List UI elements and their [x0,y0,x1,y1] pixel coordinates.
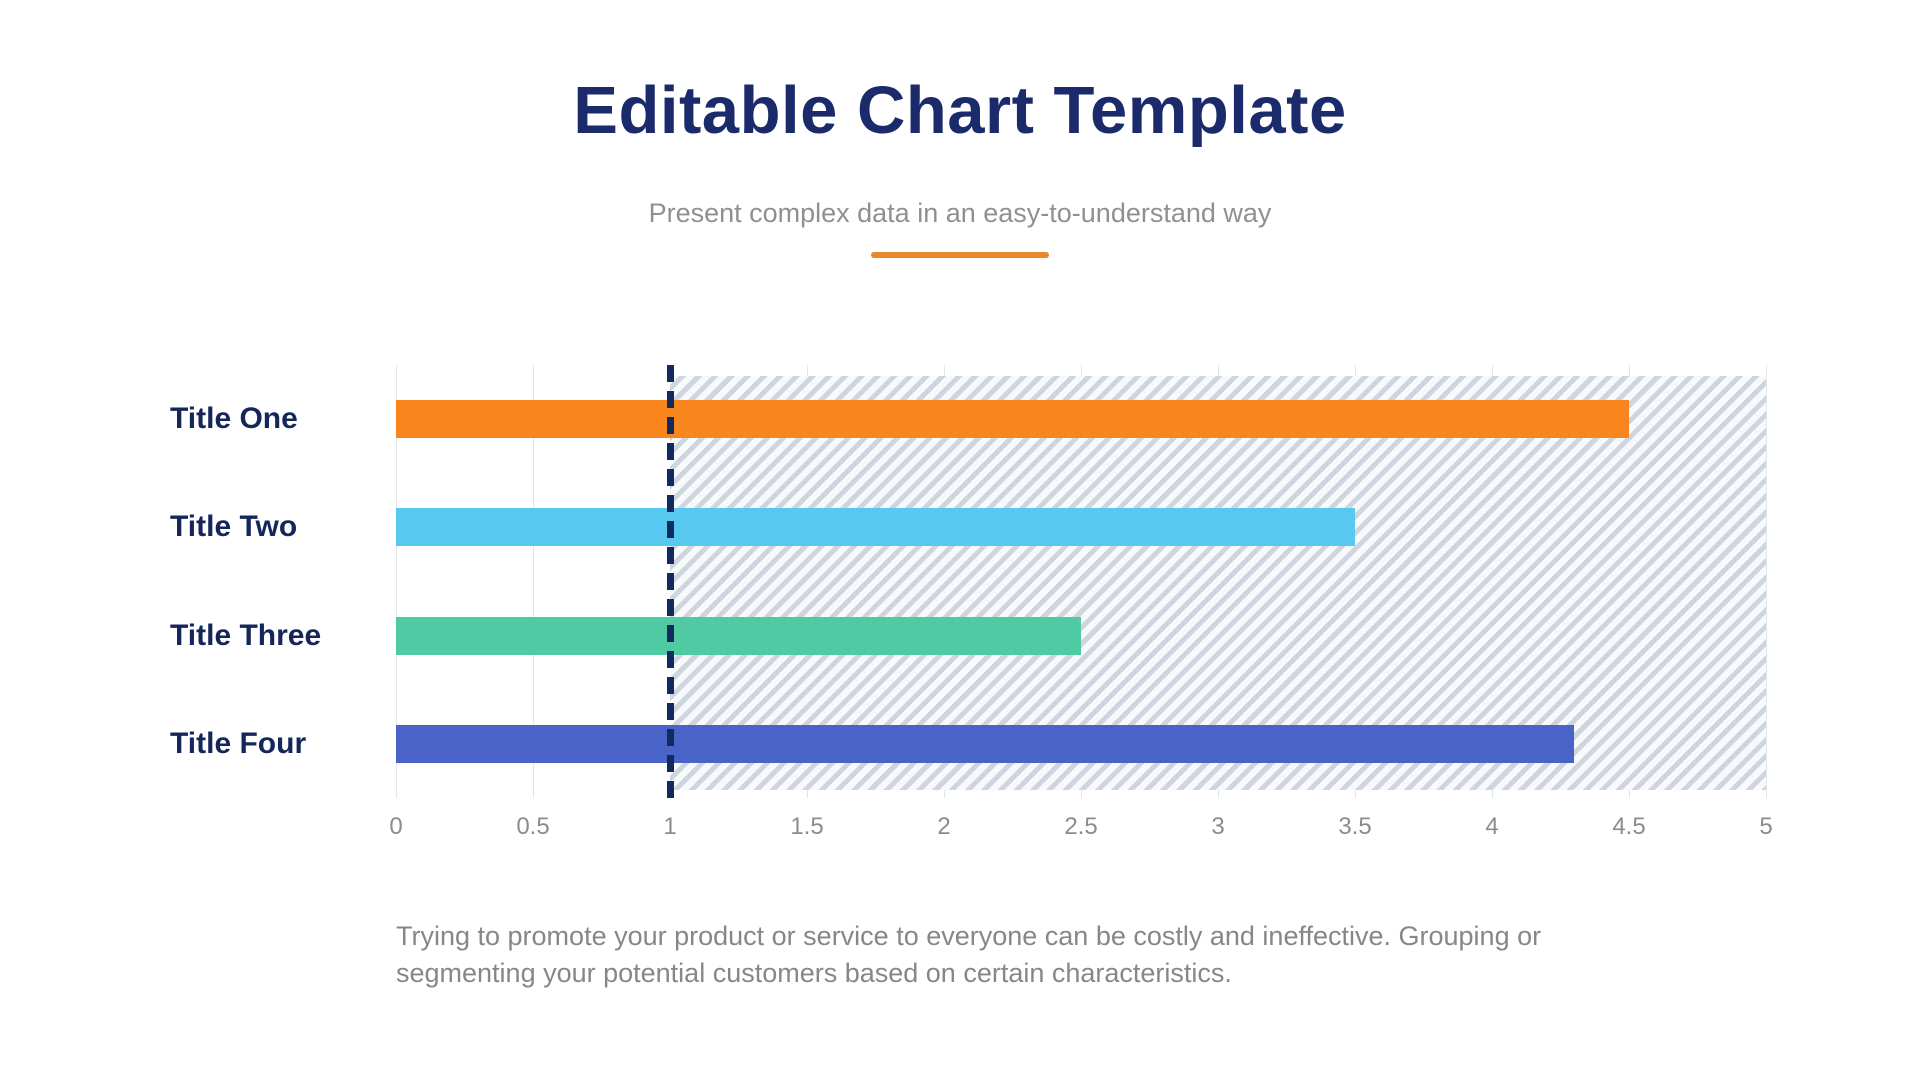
bar-title-one [396,400,1629,439]
x-axis-tick-label: 4.5 [1612,813,1646,840]
x-axis-tick-label: 2.5 [1064,813,1098,840]
bar-title-two [396,508,1355,547]
x-axis-tick-label: 0 [389,813,403,840]
x-axis-tick-label: 0.5 [516,813,550,840]
x-axis-tick-label: 1.5 [790,813,824,840]
x-axis-tick-label: 2 [937,813,951,840]
reference-dashed-line [666,365,674,798]
category-label-title-two: Title Two [170,510,298,544]
category-label-title-one: Title One [170,402,298,436]
x-axis-tick-label: 5 [1759,813,1773,840]
description-line-1: Trying to promote your product or servic… [396,921,1542,951]
category-label-title-four: Title Four [170,726,307,760]
description-line-2: segmenting your potential customers base… [396,958,1232,988]
page-title: Editable Chart Template [573,73,1347,148]
bar-title-four [396,724,1575,763]
bar-title-three [396,616,1081,655]
gridline-x-5 [1766,365,1767,798]
gridline-x-0 [396,365,397,798]
horizontal-bar-chart: 0 0.5 1 1.5 2 2.5 3 3.5 4 4.5 5 Title One Title Two T… [170,365,1773,840]
hatched-target-region [670,376,1766,790]
x-axis-tick-label: 4 [1485,813,1499,840]
description: Trying to promote your product or servic… [396,918,1776,992]
title-divider [871,252,1049,258]
page-subtitle: Present complex data in an easy-to-under… [648,198,1272,228]
gridline-x-0.5 [533,365,534,798]
x-axis-tick-label: 3 [1211,813,1225,840]
category-label-title-three: Title Three [170,618,322,652]
x-axis-tick-label: 1 [663,813,677,840]
x-axis-tick-label: 3.5 [1338,813,1372,840]
